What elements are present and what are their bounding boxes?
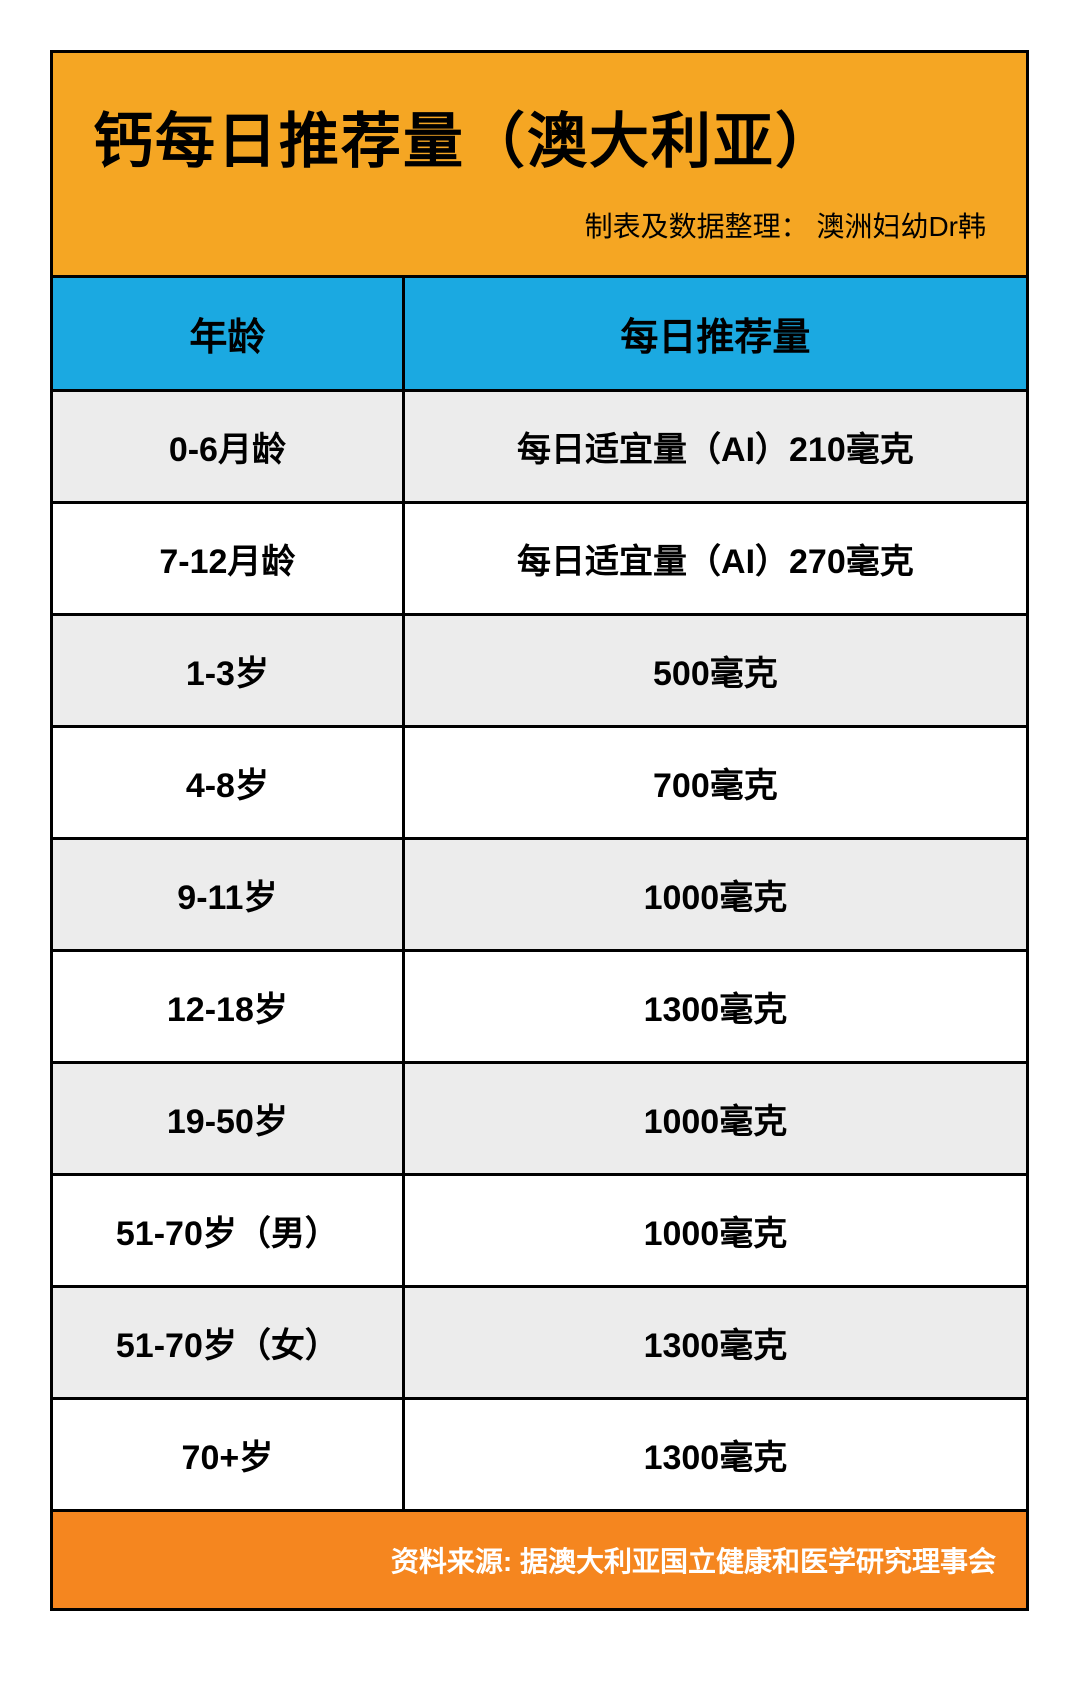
table-row: 12-18岁1300毫克 — [53, 951, 1026, 1063]
cell-age: 0-6月龄 — [53, 391, 403, 503]
table-row: 7-12月龄每日适宜量（AI）270毫克 — [53, 503, 1026, 615]
cell-age: 4-8岁 — [53, 727, 403, 839]
source-text: 资料来源: 据澳大利亚国立健康和医学研究理事会 — [391, 1546, 996, 1577]
cell-value: 1300毫克 — [403, 1287, 1026, 1399]
table-row: 70+岁1300毫克 — [53, 1399, 1026, 1511]
cell-value: 700毫克 — [403, 727, 1026, 839]
cell-value: 1300毫克 — [403, 1399, 1026, 1511]
table-header-row: 年龄 每日推荐量 — [53, 278, 1026, 391]
cell-value: 1000毫克 — [403, 839, 1026, 951]
table-row: 51-70岁（女）1300毫克 — [53, 1287, 1026, 1399]
calcium-table: 年龄 每日推荐量 0-6月龄每日适宜量（AI）210毫克7-12月龄每日适宜量（… — [53, 278, 1026, 1512]
cell-value: 每日适宜量（AI）270毫克 — [403, 503, 1026, 615]
card-header: 钙每日推荐量（澳大利亚） 制表及数据整理： 澳洲妇幼Dr韩 — [53, 53, 1026, 278]
card-footer: 资料来源: 据澳大利亚国立健康和医学研究理事会 — [53, 1512, 1026, 1608]
cell-age: 9-11岁 — [53, 839, 403, 951]
cell-age: 7-12月龄 — [53, 503, 403, 615]
card-subtitle: 制表及数据整理： 澳洲妇幼Dr韩 — [93, 205, 986, 245]
cell-age: 19-50岁 — [53, 1063, 403, 1175]
cell-age: 51-70岁（女） — [53, 1287, 403, 1399]
cell-value: 1000毫克 — [403, 1063, 1026, 1175]
cell-value: 每日适宜量（AI）210毫克 — [403, 391, 1026, 503]
cell-value: 500毫克 — [403, 615, 1026, 727]
table-row: 0-6月龄每日适宜量（AI）210毫克 — [53, 391, 1026, 503]
cell-age: 70+岁 — [53, 1399, 403, 1511]
table-row: 4-8岁700毫克 — [53, 727, 1026, 839]
table-row: 51-70岁（男）1000毫克 — [53, 1175, 1026, 1287]
cell-value: 1000毫克 — [403, 1175, 1026, 1287]
cell-age: 12-18岁 — [53, 951, 403, 1063]
table-row: 1-3岁500毫克 — [53, 615, 1026, 727]
col-age: 年龄 — [53, 278, 403, 391]
info-card: 钙每日推荐量（澳大利亚） 制表及数据整理： 澳洲妇幼Dr韩 年龄 每日推荐量 0… — [50, 50, 1029, 1611]
cell-age: 1-3岁 — [53, 615, 403, 727]
table-row: 9-11岁1000毫克 — [53, 839, 1026, 951]
cell-age: 51-70岁（男） — [53, 1175, 403, 1287]
table-row: 19-50岁1000毫克 — [53, 1063, 1026, 1175]
cell-value: 1300毫克 — [403, 951, 1026, 1063]
col-value: 每日推荐量 — [403, 278, 1026, 391]
card-title: 钙每日推荐量（澳大利亚） — [93, 93, 986, 180]
